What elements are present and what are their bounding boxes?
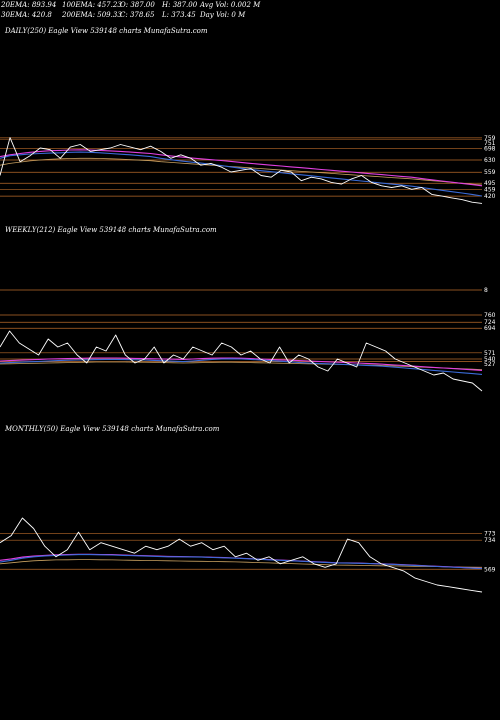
weekly-ema-long-line (0, 361, 483, 370)
monthly-price-line (0, 517, 483, 593)
header-ema200: 200EMA: 509.33 (62, 11, 122, 19)
monthly-ema-long-line (0, 559, 483, 568)
daily-level-label: 420 (484, 193, 496, 200)
daily-level-label: 751 (484, 140, 496, 147)
weekly-level-label: 571 (484, 350, 496, 357)
daily-level-label: 698 (484, 145, 496, 152)
weekly-level-label: 8 (484, 287, 488, 294)
daily-level-label: 630 (484, 157, 496, 164)
header-close: C: 378.65 (120, 11, 155, 19)
monthly-chart-title: MONTHLY(50) Eagle View 539148 charts Mun… (5, 425, 220, 433)
header-ema20: 20EMA: 893.94 (1, 1, 57, 9)
header-ema30: 30EMA: 420.8 (1, 11, 52, 19)
daily-level-label: 559 (484, 169, 496, 176)
weekly-level-label: 540 (484, 356, 496, 363)
monthly-ema-short-line (0, 554, 483, 570)
weekly-ema-mid-line (0, 357, 483, 371)
weekly-chart-title: WEEKLY(212) Eagle View 539148 charts Mun… (5, 226, 217, 234)
header-open: O: 387.00 (120, 1, 155, 9)
weekly-level-label: 760 (484, 312, 496, 319)
header-avg-vol: Avg Vol: 0.002 M (200, 1, 261, 9)
header-high: H: 387.00 (162, 1, 198, 9)
daily-price-line (0, 137, 483, 204)
weekly-level-label: 527 (484, 361, 496, 368)
weekly-level-label: 694 (484, 325, 496, 332)
weekly-level-label: 724 (484, 319, 496, 326)
daily-level-label: 759 (484, 135, 496, 142)
daily-level-label: 495 (484, 180, 496, 187)
daily-ema-mid-line (0, 149, 483, 187)
monthly-level-label: 734 (484, 537, 496, 544)
daily-level-label: 459 (484, 186, 496, 193)
header-day-vol: Day Vol: 0 M (200, 11, 246, 19)
daily-ema-short-line (0, 151, 483, 197)
monthly-level-label: 773 (484, 530, 496, 537)
header-ema100: 100EMA: 457.23 (62, 1, 122, 9)
daily-chart-title: DAILY(250) Eagle View 539148 charts Muna… (5, 27, 208, 35)
daily-ema-long-line (0, 157, 483, 186)
header-low: L: 373.45 (162, 11, 196, 19)
weekly-ema-short-line (0, 358, 483, 375)
monthly-level-label: 569 (484, 566, 496, 573)
weekly-price-line (0, 330, 483, 392)
